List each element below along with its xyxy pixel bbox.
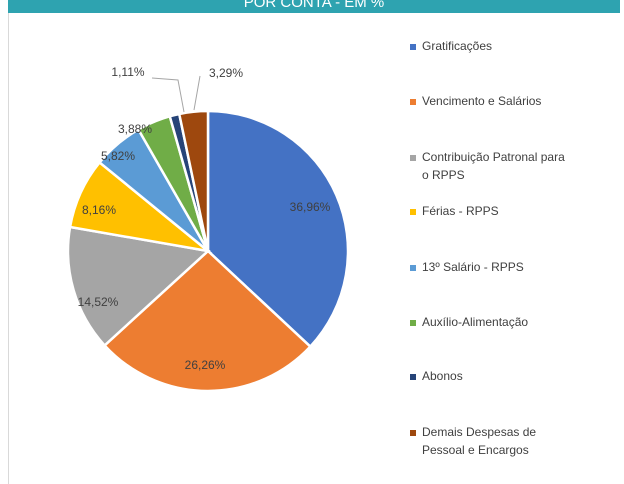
- data-label: 8,16%: [82, 203, 116, 217]
- legend-label: Demais Despesas de Pessoal e Encargos: [422, 425, 536, 457]
- pie-slice: [177, 109, 210, 252]
- legend-line: Gratificações: [422, 39, 492, 53]
- leader-line: [151, 77, 185, 113]
- data-label: 3,29%: [209, 66, 243, 80]
- legend-swatch: [410, 374, 416, 380]
- legend-line: o RPPS: [422, 168, 465, 182]
- title-bar: [8, 0, 620, 13]
- legend-line: Contribuição Patronal para: [422, 150, 565, 164]
- legend-swatch: [410, 209, 416, 215]
- pie-slice: [102, 249, 313, 393]
- legend-line: Vencimento e Salários: [422, 94, 541, 108]
- legend-label: Abonos: [422, 369, 463, 383]
- pie-slice: [66, 225, 211, 348]
- legend-swatch: [410, 320, 416, 326]
- legend-line: Pessoal e Encargos: [422, 443, 529, 457]
- leader-line: [193, 75, 201, 111]
- legend-label: 13º Salário - RPPS: [422, 260, 524, 274]
- pie-slice: [206, 109, 350, 349]
- legend-label: Gratificações: [422, 39, 492, 53]
- legend-line: Abonos: [422, 369, 463, 383]
- data-label: 5,82%: [101, 149, 135, 163]
- legend-swatch: [410, 44, 416, 50]
- data-label: 14,52%: [78, 295, 119, 309]
- legend-swatch: [410, 99, 416, 105]
- legend-swatch: [410, 430, 416, 436]
- legend-label: Vencimento e Salários: [422, 94, 541, 108]
- legend-label: Contribuição Patronal para o RPPS: [422, 150, 565, 182]
- data-label: 1,11%: [111, 65, 144, 79]
- legend-swatch: [410, 155, 416, 161]
- legend-line: 13º Salário - RPPS: [422, 260, 524, 274]
- legend-swatch: [410, 265, 416, 271]
- chart-title: POR CONTA - EM %: [244, 0, 385, 11]
- data-label: 36,96%: [290, 200, 331, 214]
- legend-label: Férias - RPPS: [422, 204, 499, 218]
- legend-label: Auxílio-Alimentação: [422, 315, 528, 329]
- legend-line: Demais Despesas de: [422, 425, 536, 439]
- legend-line: Férias - RPPS: [422, 204, 499, 218]
- legend-line: Auxílio-Alimentação: [422, 315, 528, 329]
- data-label: 26,26%: [185, 358, 226, 372]
- data-label: 3,88%: [118, 122, 152, 136]
